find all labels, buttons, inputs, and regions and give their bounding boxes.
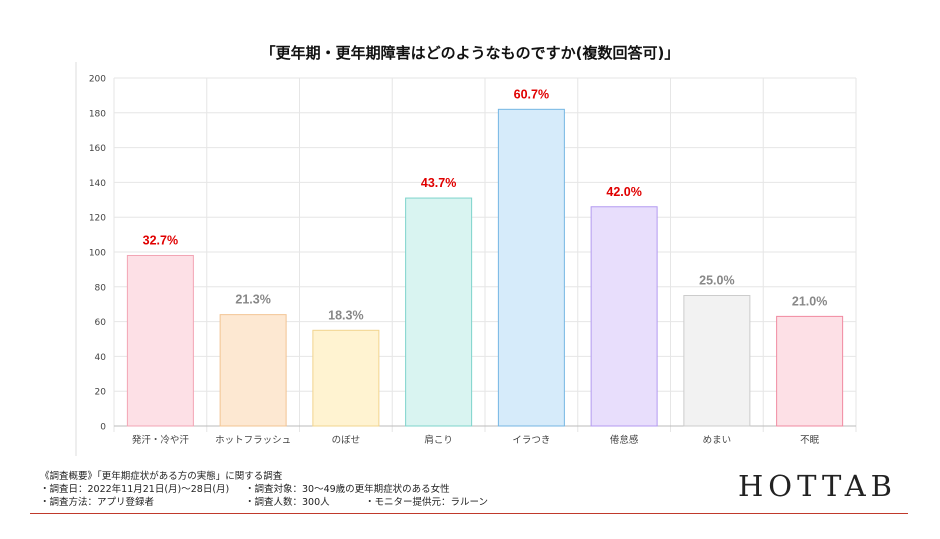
data-label-6: 42.0%: [606, 185, 641, 199]
y-tick-label: 40: [95, 353, 107, 363]
bar-2: [219, 314, 287, 427]
data-label-2: 21.3%: [235, 293, 270, 307]
data-label-1: 32.7%: [143, 233, 178, 247]
y-tick-label: 20: [95, 388, 107, 398]
x-tick-label: ホットフラッシュ: [215, 435, 291, 446]
y-tick-label: 160: [89, 144, 106, 154]
chart-title: 「更年期・更年期障害はどのようなものですか(複数回答可)」: [260, 44, 680, 62]
x-tick-label: のぼせ: [332, 435, 361, 446]
y-tick-label: 80: [95, 283, 107, 293]
survey-date: ・調査日：2022年11月21日(月)〜28日(月): [40, 484, 230, 495]
bar-6: [590, 206, 658, 427]
y-tick-label: 100: [89, 249, 106, 259]
survey-method: ・調査方法：アプリ登録者: [40, 497, 155, 508]
y-tick-label: 200: [89, 75, 106, 85]
survey-count: ・調査人数：300人: [245, 497, 330, 508]
y-tick-label: 180: [89, 109, 106, 119]
y-tick-label: 0: [100, 423, 106, 433]
data-label-8: 21.0%: [792, 294, 827, 308]
bar-7: [683, 295, 751, 427]
survey-line-2: ・調査日：2022年11月21日(月)〜28日(月) ・調査対象：30〜49歳の更…: [40, 483, 488, 496]
x-tick-label: 不眠: [800, 435, 820, 446]
bar-1: [126, 254, 194, 427]
survey-provider: ・モニター提供元：ラルーン: [365, 497, 489, 508]
bar-4: [405, 197, 473, 427]
data-label-7: 25.0%: [699, 274, 734, 288]
x-tick-label: 発汗・冷や汗: [132, 434, 190, 446]
bar-5: [497, 108, 565, 427]
brand-logo: HOTTAB: [738, 469, 897, 503]
footer-divider: [30, 513, 908, 514]
data-label-4: 43.7%: [421, 176, 456, 190]
x-tick-label: 肩こり: [424, 434, 453, 446]
x-tick-label: めまい: [703, 435, 732, 446]
survey-target: ・調査対象：30〜49歳の更年期症状のある女性: [245, 484, 450, 495]
bar-3: [312, 329, 380, 427]
data-label-3: 18.3%: [328, 308, 363, 322]
survey-heading: 《調査概要》「更年期症状がある方の実態」に関する調査: [40, 471, 283, 482]
bar-chart: 0 20 40 60 80 100 120 140 160 180 200 32.7% 発汗・冷や汗 21…: [75, 62, 857, 456]
y-tick-label: 140: [89, 179, 106, 189]
y-tick-label: 120: [89, 214, 106, 224]
x-tick-label: イラつき: [512, 435, 550, 446]
x-tick-label: 倦怠感: [610, 434, 639, 446]
bar-8: [776, 315, 844, 427]
survey-line-3: ・調査方法：アプリ登録者 ・調査人数：300人 ・モニター提供元：ラルーン: [40, 496, 488, 509]
data-label-5: 60.7%: [514, 87, 549, 101]
y-tick-label: 60: [95, 318, 107, 328]
survey-summary: 《調査概要》「更年期症状がある方の実態」に関する調査 ・調査日：2022年11月…: [40, 470, 488, 509]
